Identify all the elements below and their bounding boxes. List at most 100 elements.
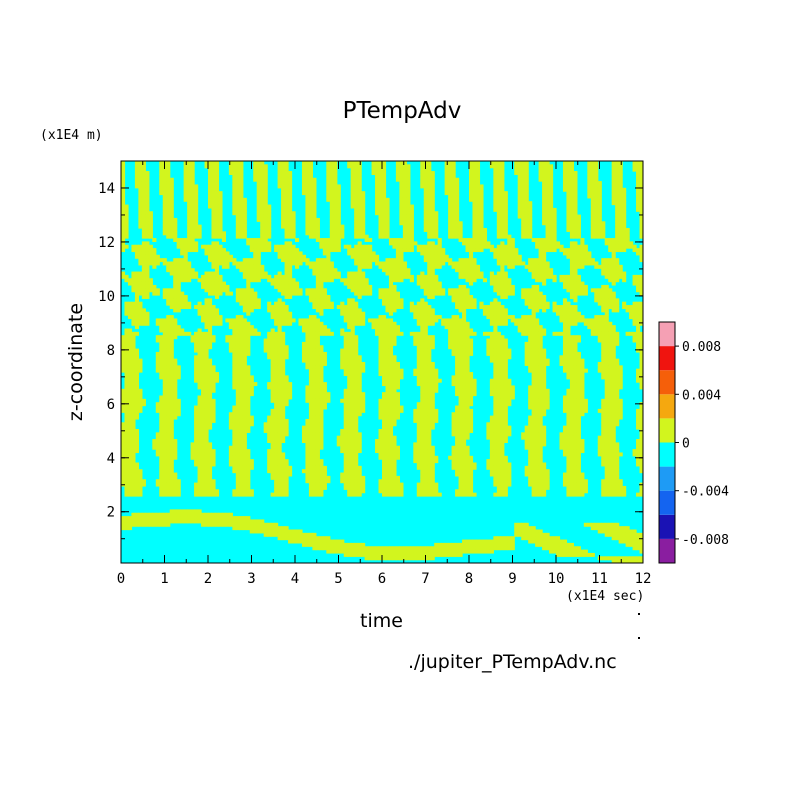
contour-cell: [183, 194, 188, 199]
contour-cell: [521, 184, 526, 189]
contour-cell: [274, 248, 279, 253]
contour-cell: [354, 207, 359, 212]
contour-cell: [371, 325, 376, 330]
contour-cell: [559, 305, 564, 309]
contour-cell: [131, 244, 136, 249]
contour-cell: [281, 164, 286, 169]
contour-cell: [465, 325, 470, 330]
contour-cell: [288, 278, 293, 283]
contour-cell: [615, 268, 620, 273]
contour-cell: [336, 204, 341, 209]
contour-cell: [420, 177, 425, 182]
contour-cell: [211, 167, 216, 172]
contour-cell: [187, 174, 192, 179]
contour-cell: [594, 331, 599, 336]
contour-cell: [312, 214, 317, 219]
contour-cell: [615, 177, 620, 182]
contour-cell: [242, 197, 247, 202]
contour-cell: [190, 335, 195, 340]
contour-cell: [169, 177, 174, 182]
contour-cell: [343, 244, 348, 249]
contour-cell: [420, 351, 425, 356]
contour-cell: [420, 325, 425, 330]
contour-cell: [312, 211, 317, 216]
contour-cell: [375, 258, 380, 263]
contour-cell: [608, 268, 613, 273]
contour-cell: [590, 224, 595, 229]
contour-cell: [573, 211, 578, 216]
contour-cell: [145, 207, 150, 212]
contour-cell: [430, 318, 435, 323]
contour-cell: [388, 325, 394, 330]
contour-cell: [228, 335, 233, 340]
contour-cell: [469, 351, 474, 356]
contour-cell: [204, 341, 209, 346]
contour-cell: [573, 355, 578, 360]
contour-cell: [131, 338, 136, 343]
contour-cell: [566, 228, 571, 232]
contour-cell: [573, 207, 578, 212]
contour-cell: [263, 211, 268, 216]
contour-cell: [462, 241, 467, 246]
contour-cell: [451, 298, 456, 303]
contour-cell: [465, 368, 470, 373]
contour-cell: [503, 278, 508, 283]
contour-cell: [549, 207, 554, 212]
contour-cell: [639, 378, 643, 383]
contour-cell: [277, 301, 282, 306]
contour-cell: [361, 217, 366, 222]
contour-cell: [187, 224, 192, 229]
contour-cell: [235, 184, 240, 189]
contour-cell: [288, 231, 293, 236]
contour-cell: [573, 214, 578, 219]
contour-cell: [430, 291, 435, 296]
contour-cell: [225, 251, 230, 256]
contour-cell: [239, 291, 244, 296]
contour-cell: [357, 254, 362, 259]
contour-cell: [388, 291, 394, 296]
contour-cell: [521, 204, 526, 209]
contour-cell: [573, 372, 578, 376]
contour-cell: [357, 372, 362, 376]
contour-cell: [305, 362, 310, 366]
contour-cell: [590, 204, 595, 209]
contour-cell: [242, 228, 247, 232]
contour-cell: [329, 171, 334, 175]
contour-cell: [361, 311, 366, 316]
contour-cell: [187, 221, 192, 226]
contour-cell: [469, 331, 474, 336]
contour-cell: [472, 191, 477, 196]
contour-cell: [228, 258, 233, 263]
contour-cell: [211, 164, 216, 169]
contour-cell: [406, 211, 411, 216]
contour-cell: [465, 244, 470, 249]
contour-cell: [134, 274, 139, 279]
contour-cell: [382, 331, 387, 336]
contour-cell: [301, 318, 307, 323]
contour-cell: [639, 217, 643, 222]
contour-cell: [479, 221, 484, 226]
contour-cell: [281, 305, 286, 309]
contour-cell: [121, 161, 126, 165]
contour-cell: [148, 217, 153, 222]
contour-cell: [246, 335, 251, 340]
contour-cell: [350, 254, 355, 259]
contour-cell: [208, 382, 213, 387]
contour-cell: [590, 164, 595, 169]
contour-cell: [354, 224, 359, 229]
contour-cell: [121, 217, 126, 222]
contour-cell: [162, 167, 167, 172]
contour-cell: [333, 238, 338, 242]
contour-cell: [545, 191, 550, 196]
contour-cell: [580, 318, 585, 323]
contour-cell: [256, 261, 261, 266]
contour-cell: [288, 181, 293, 186]
contour-cell: [524, 301, 529, 306]
contour-cell: [208, 201, 213, 206]
contour-cell: [277, 338, 282, 343]
contour-cell: [594, 187, 599, 192]
contour-cell: [573, 187, 578, 192]
contour-cell: [211, 274, 216, 279]
contour-cell: [305, 181, 310, 186]
contour-cell: [214, 244, 220, 249]
